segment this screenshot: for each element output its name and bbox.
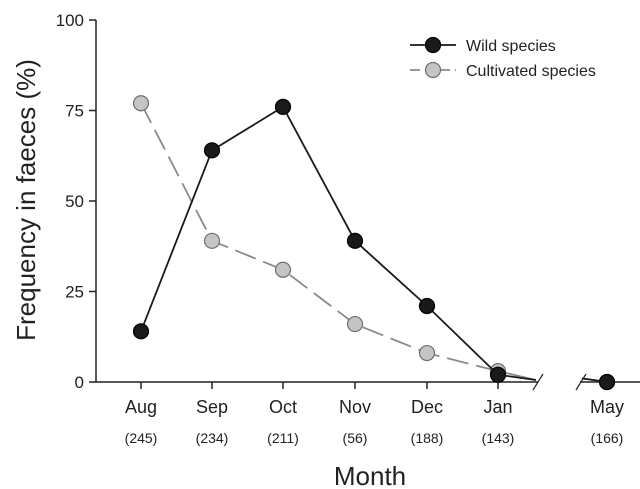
data-point — [346, 315, 364, 333]
series-line — [140, 105, 499, 376]
x-sample-size-label: (143) — [482, 430, 515, 446]
data-point — [203, 232, 221, 249]
data-point — [598, 373, 616, 391]
y-tick-label: 25 — [65, 283, 84, 302]
x-tick-label: Oct — [269, 397, 297, 417]
data-point — [274, 261, 292, 278]
series-layer — [132, 95, 616, 391]
series-cultivated — [132, 95, 616, 391]
x-tick-label: Jan — [483, 397, 512, 417]
axes: 0 25 50 75 100 Aug (245) Sep (234) Oct (211) Nov (56… — [56, 11, 640, 446]
series-line — [140, 102, 499, 373]
x-axis-label: Month — [334, 461, 406, 489]
x-tick-label: Nov — [339, 397, 371, 417]
x-sample-size-label: (245) — [125, 430, 158, 446]
data-point — [274, 98, 292, 115]
y-tick-label: 100 — [56, 11, 84, 30]
legend-label: Wild species — [466, 38, 556, 55]
data-point — [489, 366, 507, 383]
legend-marker — [424, 61, 442, 79]
legend-marker — [424, 36, 442, 54]
x-sample-size-label: (211) — [267, 430, 299, 446]
x-tick-label: Sep — [196, 397, 228, 417]
data-point — [418, 344, 436, 362]
data-point — [132, 323, 150, 340]
x-tick-label: Dec — [411, 397, 443, 417]
x-sample-size-label: (56) — [343, 430, 368, 446]
axis-break-mark — [532, 373, 544, 391]
data-point — [132, 95, 150, 112]
data-point — [418, 297, 436, 315]
data-point — [203, 142, 221, 159]
x-tick-label: Aug — [125, 397, 157, 417]
y-tick-label: 0 — [75, 373, 84, 392]
axis-break-mark — [575, 373, 587, 391]
data-point — [346, 232, 364, 249]
series-wild — [132, 98, 616, 391]
y-tick-label: 75 — [65, 102, 84, 121]
legend: Wild species Cultivated species — [410, 36, 596, 80]
y-tick-label: 50 — [65, 192, 84, 211]
x-sample-size-label: (234) — [196, 430, 229, 446]
legend-label: Cultivated species — [466, 63, 596, 80]
x-sample-size-label: (188) — [411, 430, 444, 446]
x-tick-label: May — [590, 397, 624, 417]
x-sample-size-label: (166) — [591, 430, 624, 446]
y-axis-label: Frequency in faeces (%) — [11, 59, 41, 341]
